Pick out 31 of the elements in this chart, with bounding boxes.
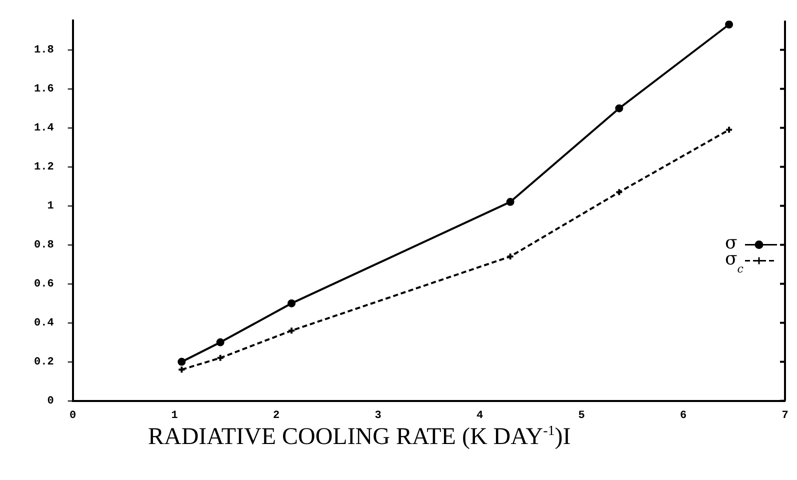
point: [725, 126, 734, 134]
y-tick-label: 0: [47, 396, 54, 408]
y-tick-label: 0.2: [34, 356, 54, 369]
y-tick-label: 0.6: [34, 278, 54, 291]
point: [178, 358, 186, 366]
point: [615, 104, 624, 112]
x-tick-label: 0: [70, 410, 76, 422]
x-tick-label: 6: [680, 410, 687, 422]
point: [506, 198, 514, 206]
y-tick-label: 0.4: [34, 318, 54, 330]
point: [288, 299, 296, 308]
legend-label: σ: [725, 232, 738, 254]
point: [216, 338, 224, 346]
x-tick-label: 1: [171, 410, 178, 422]
point: [725, 20, 734, 28]
y-tick-label: 0.8: [34, 240, 54, 252]
point: [178, 366, 186, 374]
y-tick-label: 1.4: [34, 122, 54, 135]
x-tick-label: 4: [476, 410, 484, 422]
point: [615, 188, 624, 196]
y-tick-label: 1.6: [34, 84, 54, 96]
point: [216, 354, 224, 362]
x-tick-label: 3: [374, 410, 382, 422]
y-tick-label: 1.8: [34, 44, 54, 57]
x-tick-label: 5: [578, 410, 586, 422]
point: [288, 326, 296, 335]
y-tick-label: 1.2: [34, 162, 54, 174]
y-tick-label: 1: [47, 200, 54, 213]
x-tick-label: 2: [272, 410, 280, 422]
x-tick-label: 7: [782, 410, 788, 422]
x-axis-title: RADIATIVE COOLING RATE (K DAY$^{-1}$)I: [148, 424, 571, 451]
